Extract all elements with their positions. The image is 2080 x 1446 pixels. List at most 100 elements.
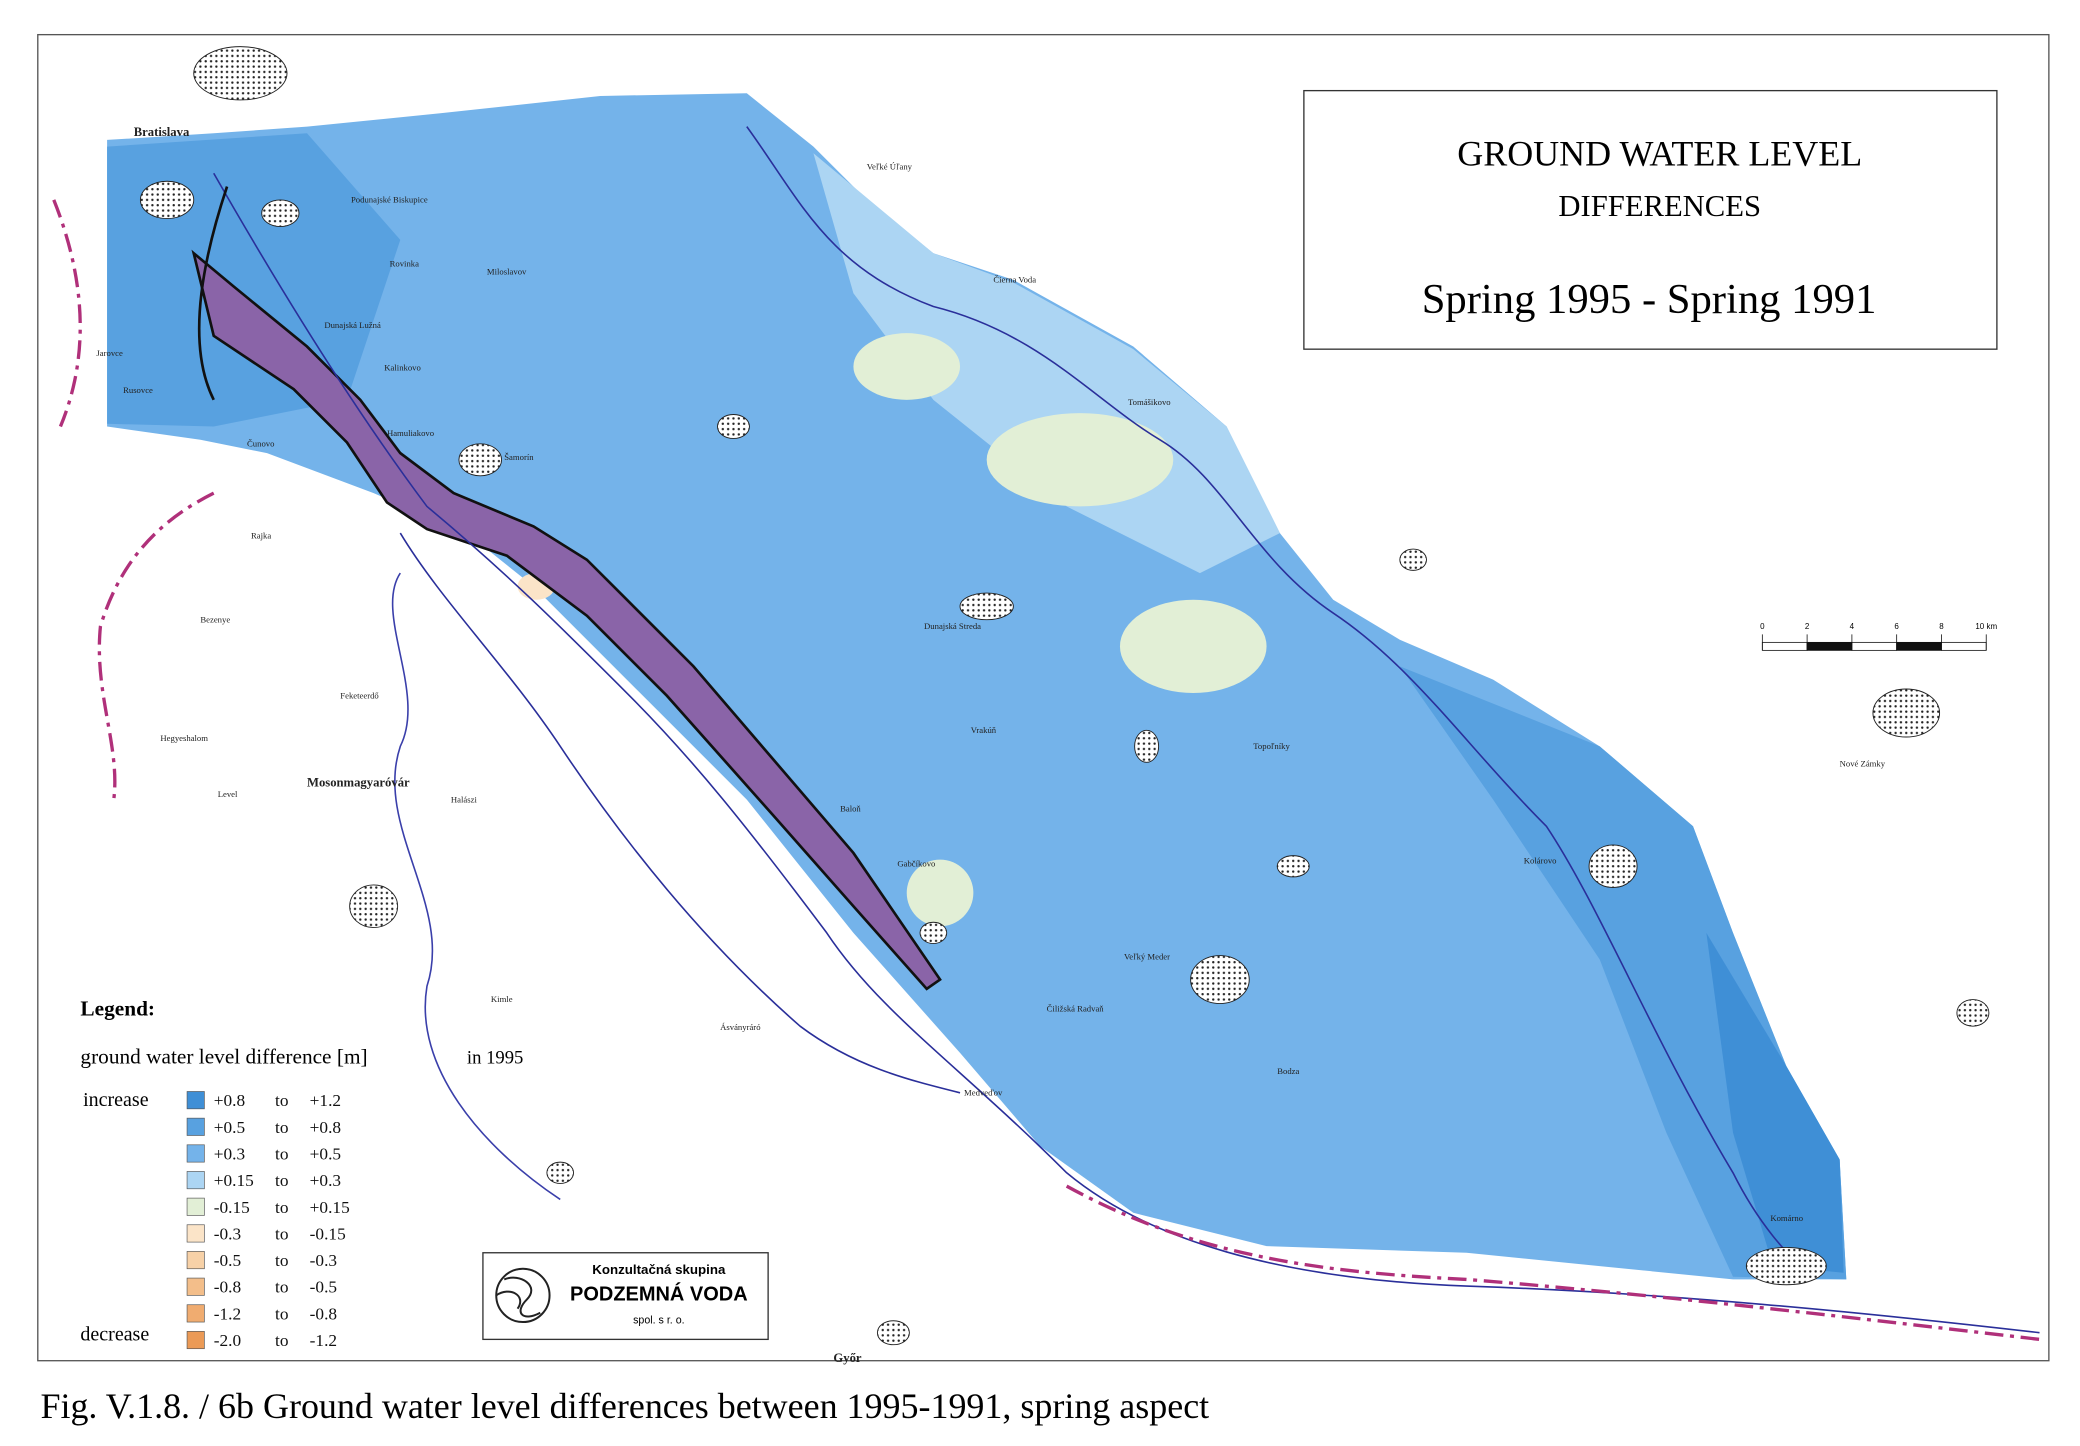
legend-to: +0.3 (310, 1171, 341, 1190)
place-name: Dunajská Streda (924, 621, 981, 631)
place-name: Čunovo (247, 438, 274, 448)
place-name: Nové Zámky (1840, 758, 1886, 768)
legend-connector: to (275, 1144, 288, 1163)
legend-swatch (186, 1251, 205, 1270)
legend: +0.8 to +1.2 +0.5 to +0.8 +0.3 to +0.5 +0.15 to +0.… (80, 1089, 349, 1350)
logo-line: PODZEMNÁ VODA (570, 1283, 748, 1306)
legend-connector: to (275, 1198, 288, 1217)
legend-year: in 1995 (467, 1048, 523, 1069)
legend-connector: to (275, 1331, 288, 1350)
legend-to: +0.5 (310, 1144, 341, 1163)
place-name: Mosonmagyaróvár (307, 775, 410, 789)
legend-to: -0.15 (310, 1224, 346, 1243)
legend-to: -1.2 (310, 1331, 337, 1350)
place-name: Ásványráró (720, 1022, 760, 1032)
state-border (52, 199, 2040, 1342)
legend-decrease: decrease (80, 1324, 149, 1346)
place-name: Veľké Úľany (867, 161, 913, 171)
gw-zone (1119, 599, 1267, 694)
place-name: Hamuliakovo (387, 428, 434, 438)
scale-segment (1761, 641, 1808, 651)
place-name: Bezenye (200, 614, 230, 624)
legend-from: -0.5 (214, 1251, 241, 1270)
logo-mark (495, 1267, 551, 1324)
gw-zone (853, 333, 961, 400)
place-name: Level (218, 789, 238, 799)
legend-swatch (186, 1331, 205, 1350)
legend-to: -0.3 (310, 1251, 337, 1270)
place-name: Rovinka (390, 259, 419, 269)
scale-label: 0 (1760, 622, 1765, 631)
place-name: Baloň (840, 804, 861, 814)
place-name: Kalinkovo (384, 362, 421, 372)
scale-label: 10 km (1975, 622, 1997, 631)
scale-segment (1941, 641, 1987, 651)
place-name: Vrakúň (971, 725, 997, 735)
place-name: Topoľníky (1253, 741, 1290, 751)
legend-connector: to (275, 1171, 288, 1190)
legend-swatch (186, 1197, 205, 1216)
title-line: DIFFERENCES (1558, 189, 1761, 223)
place-name: Čierna Voda (993, 275, 1036, 285)
gw-area (107, 93, 1847, 1280)
place-name: Bodza (1277, 1066, 1299, 1076)
legend-from: -0.3 (214, 1224, 241, 1243)
gw-zone (1706, 932, 1844, 1273)
legend-swatch (186, 1224, 205, 1243)
place-name: Veľký Meder (1124, 952, 1170, 962)
place-name: Rusovce (123, 385, 153, 395)
legend-connector: to (275, 1224, 288, 1243)
legend-from: +0.5 (214, 1118, 245, 1137)
legend-increase: increase (83, 1089, 149, 1111)
scale-segment (1806, 641, 1853, 651)
legend-to: +0.15 (310, 1198, 350, 1217)
legend-connector: to (275, 1118, 288, 1137)
place-name: Medveďov (964, 1087, 1003, 1097)
legend-from: +0.8 (214, 1091, 245, 1110)
legend-connector: to (275, 1091, 288, 1110)
title-box (1303, 89, 1998, 350)
legend-swatch (186, 1091, 205, 1110)
legend-connector: to (275, 1251, 288, 1270)
place-name: Tomášikovo (1128, 397, 1171, 407)
scale-label: 8 (1939, 622, 1944, 631)
scale-label: 6 (1894, 622, 1899, 631)
logo-line: spol. s r. o. (633, 1314, 685, 1326)
caption: Fig. V.1.8. / 6b Ground water level diff… (40, 1386, 1209, 1426)
place-name: Komárno (1770, 1213, 1803, 1223)
rivers (197, 126, 2040, 1334)
place-name: Rajka (251, 530, 271, 540)
legend-from: +0.3 (214, 1144, 245, 1163)
settlements (139, 46, 1990, 1346)
legend-to: -0.8 (310, 1304, 337, 1323)
legend-to: +1.2 (310, 1091, 341, 1110)
place-name: Bratislava (134, 125, 190, 139)
legend-from: -0.8 (214, 1278, 241, 1297)
place-name: Győr (833, 1351, 862, 1365)
title-line: GROUND WATER LEVEL (1457, 133, 1862, 173)
legend-connector: to (275, 1278, 288, 1297)
legend-connector: to (275, 1304, 288, 1323)
place-name: Gabčíkovo (897, 858, 935, 868)
place-name: Jarovce (96, 348, 123, 358)
place-name: Kolárovo (1524, 856, 1557, 866)
scale-segment (1896, 641, 1942, 651)
legend-quantity: ground water level difference [m] (80, 1045, 367, 1069)
legend-from: -1.2 (214, 1304, 241, 1323)
legend-swatch (186, 1277, 205, 1296)
place-name: Čiližská Radvaň (1047, 1004, 1105, 1014)
reservoir (191, 249, 942, 991)
place-name: Kimle (491, 994, 513, 1004)
legend-swatch (186, 1144, 205, 1163)
legend-swatch (186, 1117, 205, 1136)
legend-swatch (186, 1304, 205, 1323)
logo-line: Konzultačná skupina (592, 1262, 726, 1277)
gw-zone (986, 413, 1174, 507)
scale-segment (1851, 641, 1898, 651)
legend-to: +0.8 (310, 1118, 341, 1137)
legend-swatch (186, 1171, 205, 1190)
legend-to: -0.5 (310, 1278, 337, 1297)
legend-heading: Legend: (80, 997, 155, 1021)
